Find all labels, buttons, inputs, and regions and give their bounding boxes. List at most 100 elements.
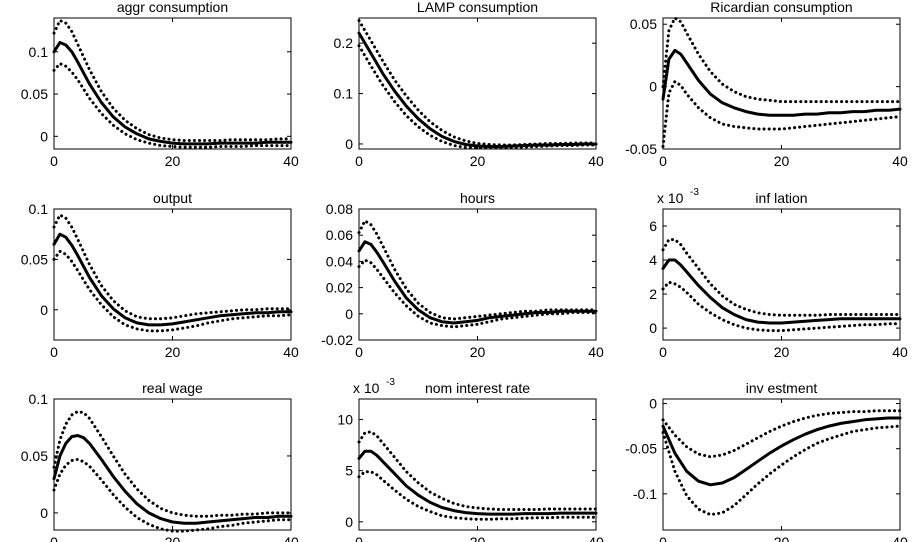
- y-tick-label: 0: [649, 320, 657, 336]
- subplot-2: LAMP consumption 0 20 40 0 0.1 0.2: [334, 0, 604, 169]
- scale-factor-label: x 10: [353, 380, 380, 396]
- y-tick-label: 2: [649, 286, 657, 302]
- x-tick-label: 40: [588, 344, 604, 360]
- plot-frame: [358, 17, 597, 150]
- y-tick-label: 0.1: [29, 44, 49, 60]
- y-tick-label: -0.05: [625, 141, 657, 157]
- x-tick-label: 40: [283, 344, 299, 360]
- y-tick-label: 0.1: [29, 201, 49, 217]
- response-line: [661, 258, 902, 325]
- x-tick-label: 0: [355, 534, 363, 542]
- y-tick-label: 10: [337, 411, 353, 427]
- subplot-title: hours: [460, 190, 495, 206]
- confidence-band-upper: [661, 16, 902, 104]
- confidence-band-lower: [52, 62, 293, 149]
- x-tick-label: 40: [283, 153, 299, 169]
- y-tick-label: 0: [40, 302, 48, 318]
- subplot-1: aggr consumption 0 20 40 0 0.05 0.1: [21, 0, 299, 169]
- subplot-9: inv estment 0 20 40 -0.1 -0.05 0: [625, 380, 908, 542]
- confidence-band-upper: [357, 430, 598, 511]
- subplot-title: Ricardian consumption: [710, 0, 852, 15]
- subplot-title: LAMP consumption: [417, 0, 538, 15]
- x-tick-label: 20: [774, 534, 790, 542]
- x-tick-label: 40: [892, 344, 908, 360]
- x-tick-label: 0: [50, 153, 58, 169]
- plot-frame: [662, 17, 901, 150]
- x-tick-label: 20: [470, 153, 486, 169]
- x-tick-label: 40: [588, 534, 604, 542]
- x-tick-label: 20: [470, 534, 486, 542]
- y-tick-label: -0.05: [625, 441, 657, 457]
- subplot-title: nom interest rate: [425, 380, 530, 396]
- confidence-band-lower: [661, 80, 902, 148]
- response-line: [661, 48, 902, 117]
- subplot-8: nom interest rate x 10 -3 0 20 40 0 5 10: [337, 377, 604, 542]
- x-tick-label: 0: [659, 153, 667, 169]
- y-tick-label: 0.08: [326, 201, 353, 217]
- x-tick-label: 40: [892, 153, 908, 169]
- x-tick-label: 20: [165, 153, 181, 169]
- y-tick-label: -0.02: [321, 332, 353, 348]
- subplot-title: real wage: [142, 380, 203, 396]
- scale-factor-label: x 10: [657, 190, 684, 206]
- y-tick-label: 0.05: [21, 448, 48, 464]
- response-line: [357, 449, 598, 516]
- x-tick-label: 20: [774, 153, 790, 169]
- confidence-band-lower: [661, 424, 902, 517]
- x-tick-label: 0: [50, 344, 58, 360]
- x-tick-label: 0: [659, 534, 667, 542]
- confidence-band-lower: [357, 258, 598, 329]
- y-tick-label: 5: [345, 463, 353, 479]
- confidence-band-lower: [52, 457, 293, 533]
- y-tick-label: 0.2: [334, 35, 354, 51]
- plot-frame: [53, 17, 292, 150]
- confidence-band-lower: [52, 249, 293, 333]
- y-tick-label: -0.1: [633, 486, 657, 502]
- scale-factor-exponent: -3: [386, 377, 395, 388]
- confidence-band-upper: [52, 410, 293, 518]
- x-tick-label: 40: [283, 534, 299, 542]
- plot-frame: [53, 208, 292, 341]
- y-tick-label: 0: [40, 128, 48, 144]
- y-tick-label: 0: [345, 136, 353, 152]
- subplot-6: inf lation x 10 -3 0 20 40 0 2 4 6: [649, 187, 908, 360]
- confidence-band-upper: [357, 19, 598, 147]
- x-tick-label: 0: [355, 153, 363, 169]
- x-tick-label: 20: [470, 344, 486, 360]
- y-tick-label: 0.1: [334, 86, 354, 102]
- y-tick-label: 4: [649, 252, 657, 268]
- y-tick-label: 0.1: [29, 391, 49, 407]
- confidence-band-upper: [52, 19, 293, 142]
- plot-frame: [53, 398, 292, 531]
- confidence-band-upper: [357, 219, 598, 321]
- response-line: [357, 240, 598, 325]
- plot-frame: [358, 208, 597, 341]
- subplot-title: aggr consumption: [117, 0, 228, 15]
- x-tick-label: 20: [165, 344, 181, 360]
- plot-frame: [358, 398, 597, 531]
- plot-frame: [662, 208, 901, 341]
- subplot-title: inv estment: [746, 380, 818, 396]
- y-tick-label: 0: [649, 79, 657, 95]
- y-tick-label: 0.02: [326, 280, 353, 296]
- y-tick-label: 0.05: [21, 251, 48, 267]
- y-tick-label: 0: [345, 306, 353, 322]
- confidence-band-upper: [661, 238, 902, 317]
- subplot-title: output: [153, 190, 192, 206]
- x-tick-label: 0: [50, 534, 58, 542]
- confidence-band-upper: [52, 213, 293, 321]
- y-tick-label: 6: [649, 218, 657, 234]
- confidence-band-lower: [357, 470, 598, 521]
- y-tick-label: 0.05: [630, 16, 657, 32]
- x-tick-label: 0: [355, 344, 363, 360]
- x-tick-label: 0: [659, 344, 667, 360]
- y-tick-label: 0: [40, 505, 48, 521]
- response-line: [52, 434, 293, 525]
- x-tick-label: 20: [165, 534, 181, 542]
- response-line: [661, 416, 902, 487]
- y-tick-label: 0.05: [21, 86, 48, 102]
- response-line: [52, 41, 293, 146]
- subplot-title: inf lation: [755, 190, 807, 206]
